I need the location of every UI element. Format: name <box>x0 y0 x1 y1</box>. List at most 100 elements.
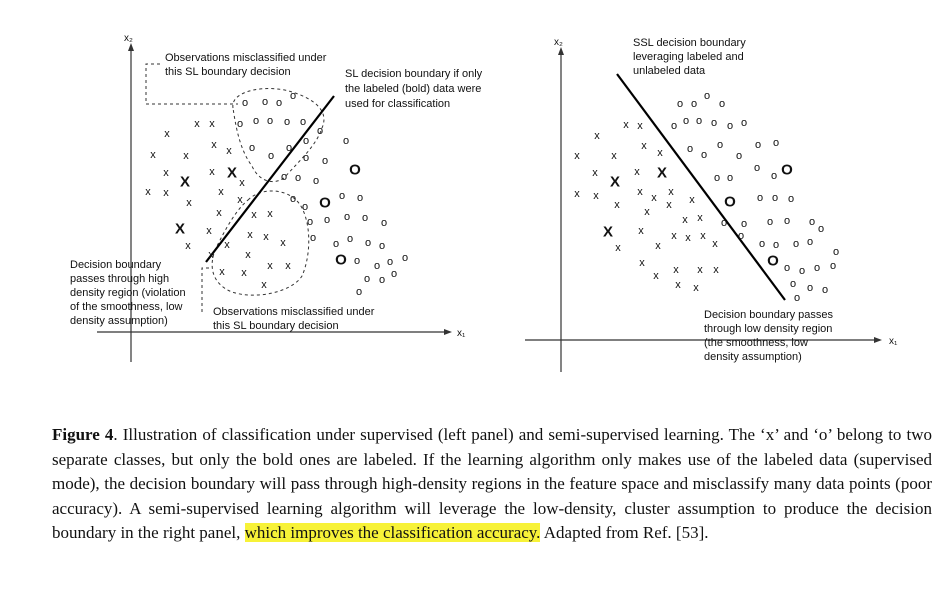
ssl-decision-boundary <box>616 73 786 301</box>
labeled-o-point: O <box>781 162 793 179</box>
o-point: o <box>711 117 717 129</box>
o-point: o <box>267 115 273 127</box>
x-point: x <box>673 264 679 276</box>
x-point: x <box>245 249 251 261</box>
x-point: x <box>623 119 629 131</box>
sl-decision-boundary <box>205 95 335 263</box>
o-point: o <box>727 172 733 184</box>
labeled-x-point: X <box>180 174 190 191</box>
o-point: o <box>281 171 287 183</box>
o-point: o <box>391 268 397 280</box>
x-point: x <box>693 282 699 294</box>
left-x-axis-label: x₁ <box>457 328 466 339</box>
caption-highlight: which improves the classification accura… <box>244 523 541 542</box>
o-point: o <box>339 190 345 202</box>
high-density-label: Decision boundary passes through high de… <box>70 259 189 327</box>
misclassified-top-label: Observations misclassified under this SL… <box>165 52 329 78</box>
o-point: o <box>290 90 296 102</box>
o-point: o <box>381 217 387 229</box>
o-point: o <box>671 120 677 132</box>
caption-text: . Illustration of classification under s… <box>52 425 932 542</box>
x-point: x <box>712 238 718 250</box>
x-point: x <box>164 128 170 140</box>
misclassified-top-callout-line <box>145 63 238 105</box>
o-point: o <box>773 239 779 251</box>
x-point: x <box>247 229 253 241</box>
x-point: x <box>185 240 191 252</box>
o-point: o <box>793 238 799 250</box>
o-point: o <box>322 155 328 167</box>
o-point: o <box>773 137 779 149</box>
o-point: o <box>364 273 370 285</box>
left-x-axis-arrow <box>444 329 452 335</box>
o-point: o <box>302 201 308 213</box>
o-point: o <box>717 139 723 151</box>
labeled-o-point: O <box>319 195 331 212</box>
o-point: o <box>754 162 760 174</box>
o-point: o <box>303 152 309 164</box>
x-point: x <box>574 150 580 162</box>
x-point: x <box>639 257 645 269</box>
right-y-axis-label: x₂ <box>554 37 563 48</box>
x-point: x <box>697 264 703 276</box>
o-point: o <box>347 233 353 245</box>
left-y-axis-arrow <box>128 43 134 51</box>
o-point: o <box>772 192 778 204</box>
o-point: o <box>365 237 371 249</box>
x-point: x <box>209 118 215 130</box>
x-point: x <box>574 188 580 200</box>
o-point: o <box>357 192 363 204</box>
labeled-x-point: X <box>657 165 667 182</box>
o-point: o <box>721 217 727 229</box>
x-point: x <box>237 194 243 206</box>
x-point: x <box>150 149 156 161</box>
o-point: o <box>286 142 292 154</box>
right-x-axis-arrow <box>874 337 882 343</box>
x-point: x <box>186 197 192 209</box>
o-point: o <box>833 246 839 258</box>
o-point: o <box>307 216 313 228</box>
x-point: x <box>657 147 663 159</box>
x-point: x <box>267 208 273 220</box>
x-point: x <box>263 231 269 243</box>
o-point: o <box>741 117 747 129</box>
o-point: o <box>807 282 813 294</box>
o-point: o <box>237 118 243 130</box>
o-point: o <box>362 212 368 224</box>
o-point: o <box>790 278 796 290</box>
x-point: x <box>675 279 681 291</box>
x-point: x <box>592 167 598 179</box>
caption-reference: Adapted from Ref. [53]. <box>540 523 709 542</box>
right-x-axis-label: x₁ <box>889 336 898 347</box>
x-point: x <box>594 130 600 142</box>
o-point: o <box>317 125 323 137</box>
o-point: o <box>814 262 820 274</box>
o-point: o <box>253 115 259 127</box>
x-point: x <box>211 139 217 151</box>
o-point: o <box>771 170 777 182</box>
x-point: x <box>614 199 620 211</box>
x-point: x <box>682 214 688 226</box>
o-point: o <box>344 211 350 223</box>
x-point: x <box>216 207 222 219</box>
o-point: o <box>300 116 306 128</box>
misclassified-bottom-callout-line <box>201 267 209 314</box>
o-point: o <box>755 139 761 151</box>
o-point: o <box>262 96 268 108</box>
x-point: x <box>611 150 617 162</box>
o-point: o <box>788 193 794 205</box>
x-point: x <box>655 240 661 252</box>
x-point: x <box>634 166 640 178</box>
labeled-o-point: O <box>335 252 347 269</box>
o-point: o <box>759 238 765 250</box>
o-point: o <box>374 260 380 272</box>
x-point: x <box>261 279 267 291</box>
o-point: o <box>696 115 702 127</box>
o-point: o <box>799 265 805 277</box>
misclassified-bottom-region <box>211 190 310 296</box>
misclassified-top-region <box>232 88 325 182</box>
labeled-o-point: O <box>767 253 779 270</box>
o-point: o <box>714 172 720 184</box>
